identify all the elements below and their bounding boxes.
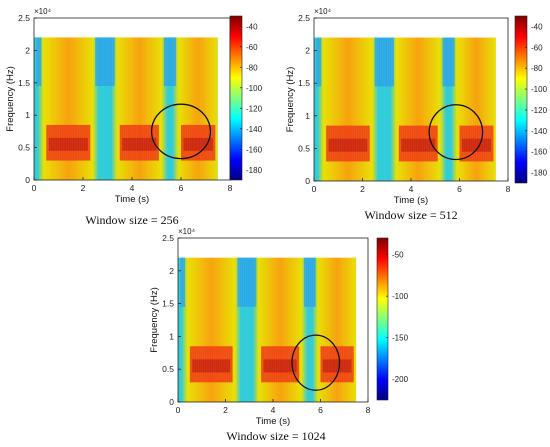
quiet-band (316, 37, 322, 87)
energy-core-3 (322, 359, 352, 373)
colorbar (376, 237, 389, 401)
y-tick-label: 2 (25, 45, 30, 55)
quiet-band (36, 37, 42, 87)
quiet-band (374, 37, 395, 87)
x-axis-label: Time (s) (256, 416, 290, 427)
colorbar-tick-label: -180 (246, 166, 263, 175)
energy-core-1 (192, 359, 231, 373)
y-axis-label: Frequency (Hz) (5, 66, 16, 131)
energy-core-1 (48, 137, 88, 151)
x-tick-label: 6 (318, 405, 323, 415)
quiet-band (237, 257, 257, 307)
colorbar-tick-label: -100 (246, 84, 263, 93)
y-tick-label: 2 (305, 46, 310, 56)
spectrogram-panel-1: 0 2 4 6 8 0 0.5 1 1.5 2 2.5 ×10⁴ Time (s) Frequency (… (5, 7, 263, 227)
y-tick-label: 1 (169, 331, 174, 341)
y-tick-label: 2.5 (18, 13, 30, 23)
colorbar-tick-label: -40 (531, 22, 543, 31)
y-tick-label: 2.5 (162, 233, 174, 243)
colorbar-tick-label: -80 (531, 64, 543, 73)
x-tick-label: 6 (457, 184, 462, 194)
y-tick-label: 1.5 (298, 78, 310, 88)
colorbar-tick-label: -160 (246, 145, 263, 154)
highlight-ellipse (428, 104, 484, 161)
colorbar-tick-label: -100 (531, 85, 548, 94)
x-tick-label: 8 (366, 405, 371, 415)
y-axis-label: Frequency (Hz) (149, 287, 160, 352)
colorbar-tick-label: -50 (392, 251, 404, 260)
highlight-ellipse (150, 103, 212, 160)
x-tick-label: 4 (271, 405, 276, 415)
colorbar (229, 15, 243, 181)
highlight-ellipse (291, 334, 341, 391)
x-tick-label: 0 (176, 405, 181, 415)
y-tick-label: 0.5 (18, 143, 30, 153)
y-tick-label: 2.5 (298, 13, 310, 23)
x-tick-label: 8 (506, 184, 511, 194)
colorbar-tick-label: -150 (392, 334, 409, 343)
colorbar (514, 15, 528, 184)
y-tick-label: 1.5 (18, 78, 30, 88)
colorbar-tick-label: -160 (531, 148, 548, 157)
energy-core-1 (328, 138, 368, 152)
y-exponent: ×10⁴ (34, 7, 52, 16)
colorbar-tick-label: -80 (246, 63, 258, 72)
energy-core-2 (263, 359, 297, 373)
x-tick-label: 6 (179, 183, 184, 193)
colorbar-tick-label: -40 (246, 22, 258, 31)
x-tick-label: 2 (360, 184, 365, 194)
x-axis-label: Time (s) (394, 195, 428, 206)
x-tick-label: 2 (223, 405, 228, 415)
y-tick-label: 0 (25, 175, 30, 185)
y-exponent: ×10⁴ (314, 7, 332, 16)
subplot-caption: Window size = 512 (364, 208, 457, 222)
y-tick-label: 1.5 (162, 299, 174, 309)
energy-core-3 (461, 138, 492, 152)
quiet-band (442, 37, 455, 87)
y-tick-label: 0 (305, 176, 310, 186)
colorbar-tick-label: -200 (392, 375, 409, 384)
x-tick-label: 8 (228, 183, 233, 193)
y-tick-label: 1 (25, 110, 30, 120)
y-tick-label: 0 (169, 397, 174, 407)
colorbar-tick-label: -180 (531, 169, 548, 178)
y-tick-label: 1 (305, 111, 310, 121)
x-tick-label: 0 (312, 184, 317, 194)
colorbar-tick-label: -120 (246, 104, 263, 113)
spectrogram-panel-2: 0 2 4 6 8 0 0.5 1 1.5 2 2.5 ×10⁴ Time (s) Frequency (… (285, 7, 548, 222)
y-tick-label: 2 (169, 266, 174, 276)
colorbar-tick-label: -140 (246, 125, 263, 134)
y-exponent: ×10⁴ (178, 227, 196, 236)
colorbar-tick-label: -120 (531, 106, 548, 115)
energy-core-2 (401, 138, 436, 152)
colorbar-tick-label: -60 (246, 43, 258, 52)
subplot-caption: Window size = 1024 (226, 429, 325, 443)
colorbar-tick-label: -140 (531, 127, 548, 136)
x-tick-label: 4 (130, 183, 135, 193)
spectrogram-panel-3: 0 2 4 6 8 0 0.5 1 1.5 2 2.5 ×10⁴ Time (s) Frequency (… (149, 227, 409, 443)
energy-core-2 (122, 137, 157, 151)
quiet-band (95, 37, 115, 87)
colorbar-tick-label: -60 (531, 43, 543, 52)
quiet-band (163, 37, 177, 87)
y-tick-label: 0.5 (298, 143, 310, 153)
y-tick-label: 0.5 (162, 364, 174, 374)
x-tick-label: 0 (32, 183, 37, 193)
x-axis-label: Time (s) (115, 194, 149, 205)
quiet-band (303, 257, 316, 307)
x-tick-label: 2 (81, 183, 86, 193)
x-tick-label: 4 (409, 184, 414, 194)
y-axis-label: Frequency (Hz) (285, 67, 296, 132)
quiet-band (180, 257, 186, 307)
subplot-caption: Window size = 256 (85, 213, 178, 227)
colorbar-tick-label: -100 (392, 292, 409, 301)
